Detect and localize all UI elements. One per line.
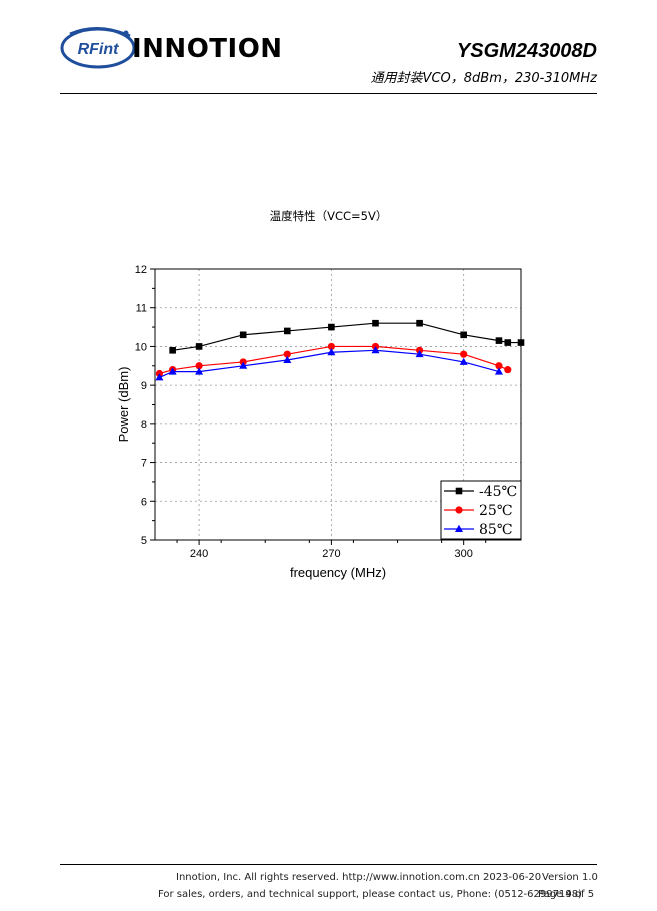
data-point-series-0 xyxy=(239,331,247,339)
data-point-series-1 xyxy=(504,366,512,374)
data-point-series-0 xyxy=(169,347,176,354)
company-name: INNOTION xyxy=(132,34,283,64)
footer-divider xyxy=(60,864,597,865)
data-point-series-0 xyxy=(283,327,291,335)
y-tick-label: 7 xyxy=(141,458,147,470)
data-point-series-0 xyxy=(517,339,525,346)
data-point-series-1 xyxy=(327,342,335,351)
footer-copyright: Innotion, Inc. All rights reserved. http… xyxy=(176,872,542,883)
footer-version: Version 1.0 xyxy=(542,872,598,883)
footer-page-number: Page 4 of 5 xyxy=(538,889,595,900)
data-point-series-0 xyxy=(372,319,379,327)
data-point-series-0 xyxy=(495,337,503,344)
data-point-series-0 xyxy=(416,319,423,327)
y-tick-label: 10 xyxy=(135,341,147,353)
x-axis-label: frequency (MHz) xyxy=(290,565,386,580)
data-point-series-2 xyxy=(239,361,248,369)
company-logo: RFint xyxy=(60,27,136,69)
legend-marker xyxy=(455,506,463,514)
data-point-series-1 xyxy=(195,362,203,370)
data-point-series-1 xyxy=(495,362,503,370)
y-tick-label: 12 xyxy=(135,264,147,276)
x-tick-label: 240 xyxy=(190,548,208,560)
data-point-series-2 xyxy=(459,357,468,365)
data-point-series-0 xyxy=(195,343,203,350)
legend-marker xyxy=(455,524,463,532)
data-point-series-0 xyxy=(504,339,512,346)
data-point-series-1 xyxy=(460,350,468,358)
logo-text: RFint xyxy=(78,41,120,58)
x-tick-label: 300 xyxy=(454,548,472,560)
y-tick-label: 9 xyxy=(141,380,147,392)
legend-label: 25℃ xyxy=(479,503,512,519)
legend-label: 85℃ xyxy=(479,522,512,538)
data-point-series-0 xyxy=(460,331,467,339)
x-tick-label: 270 xyxy=(322,548,340,560)
data-point-series-2 xyxy=(283,355,292,363)
legend-label: -45℃ xyxy=(479,484,517,500)
data-point-series-1 xyxy=(283,350,291,358)
footer-support: For sales, orders, and technical support… xyxy=(158,889,582,900)
y-axis-label: Power (dBm) xyxy=(116,367,131,443)
data-point-series-2 xyxy=(195,367,204,375)
model-number: YSGM243008D xyxy=(456,40,597,62)
data-point-series-2 xyxy=(168,367,177,375)
y-tick-label: 6 xyxy=(141,496,147,508)
y-tick-label: 8 xyxy=(141,419,147,431)
data-point-series-2 xyxy=(415,349,424,358)
header-divider xyxy=(60,93,597,94)
data-point-series-2 xyxy=(155,373,164,381)
data-point-series-2 xyxy=(494,367,503,375)
chart-title: 温度特性（VCC=5V） xyxy=(269,209,388,223)
data-point-series-2 xyxy=(327,348,336,356)
data-point-series-0 xyxy=(328,323,335,331)
product-subtitle: 通用封装VCO，8dBm，230-310MHz xyxy=(370,71,597,86)
y-tick-label: 11 xyxy=(136,303,147,315)
series-line-2 xyxy=(159,349,500,378)
legend-marker xyxy=(455,487,463,495)
data-point-series-2 xyxy=(371,346,380,354)
y-tick-label: 5 xyxy=(141,535,147,547)
